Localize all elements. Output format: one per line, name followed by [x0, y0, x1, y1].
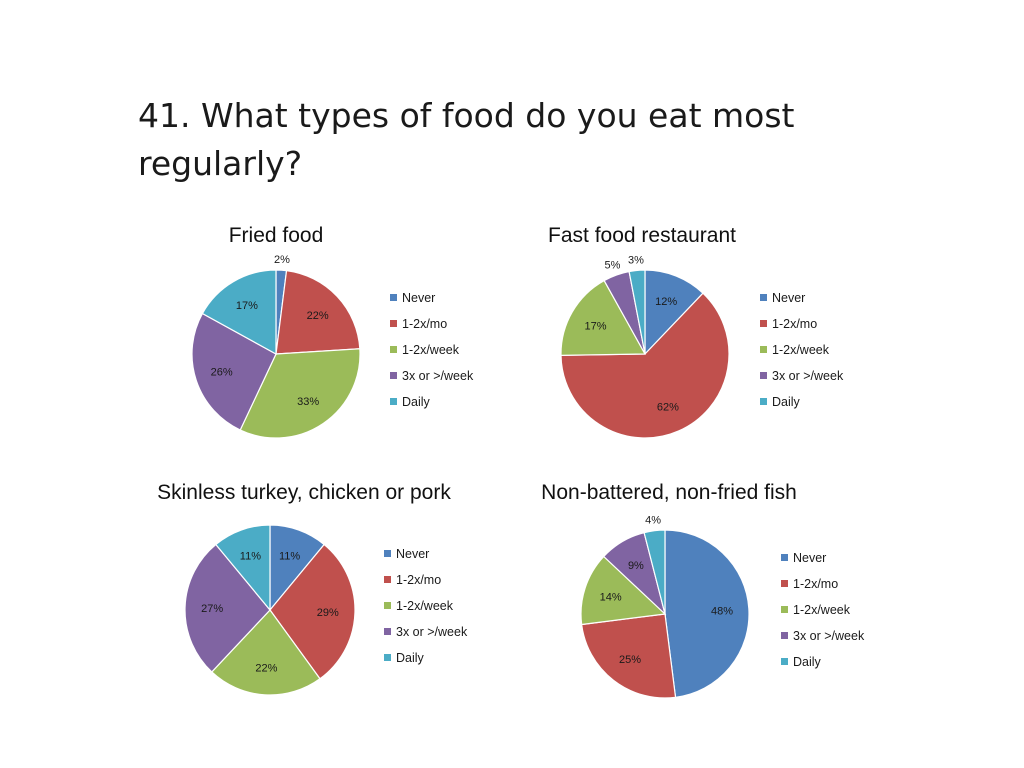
legend-swatch: [760, 320, 767, 327]
legend-swatch: [781, 658, 788, 665]
chart-title: Fried food: [229, 224, 324, 247]
data-label: 33%: [297, 396, 319, 408]
pie-slice-1-2x-mo: [269, 543, 356, 680]
legend-swatch: [384, 550, 391, 557]
legend-label: 1-2x/week: [402, 343, 460, 357]
legend-swatch: [781, 632, 788, 639]
data-label: 5%: [605, 260, 621, 272]
data-label: 9%: [628, 560, 644, 572]
data-label: 11%: [240, 551, 261, 563]
chart-skinless-meat: Skinless turkey, chicken or pork 11% 29% 22…: [130, 477, 630, 727]
data-label: 29%: [317, 607, 339, 619]
legend-label: 1-2x/mo: [402, 317, 447, 331]
pie-slice-1-2x-week: [580, 555, 667, 626]
data-label: 12%: [655, 296, 677, 308]
pie-slice-1-2x-week: [239, 348, 361, 439]
legend-swatch: [390, 372, 397, 379]
legend-swatch: [760, 372, 767, 379]
legend-label: 1-2x/mo: [793, 577, 838, 591]
pie-chart-svg: Fried food 2% 22% 33% 26% 17% Never 1-2x/mo 1-2x…: [191, 224, 474, 439]
pie-slice-1-2x-week: [210, 609, 321, 696]
data-label: 2%: [274, 254, 290, 266]
data-label: 22%: [255, 663, 277, 675]
legend-label: 3x or >/week: [793, 629, 865, 643]
legend-label: 1-2x/mo: [772, 317, 817, 331]
legend-label: 1-2x/week: [396, 599, 454, 613]
pie-slice-1-2x-mo: [560, 292, 730, 439]
data-label: 14%: [600, 591, 622, 603]
pie-chart-svg: Non-battered, non-fried fish 48% 25% 14% 9% 4…: [541, 481, 865, 699]
legend-swatch: [390, 398, 397, 405]
legend-label: 3x or >/week: [772, 369, 844, 383]
legend-label: Never: [402, 291, 435, 305]
data-label: 62%: [657, 401, 679, 413]
legend-swatch: [760, 294, 767, 301]
data-label: 27%: [201, 603, 223, 615]
slide-title: 41. What types of food do you eat most r…: [138, 96, 795, 183]
chart-title: Non-battered, non-fried fish: [541, 481, 797, 504]
legend-swatch: [390, 294, 397, 301]
legend-label: 1-2x/week: [793, 603, 851, 617]
data-label: 25%: [619, 654, 641, 666]
legend-swatch: [781, 554, 788, 561]
data-label: 11%: [279, 551, 300, 563]
legend-swatch: [384, 602, 391, 609]
pie-slice-never: [644, 269, 704, 356]
legend-swatch: [390, 346, 397, 353]
legend-swatch: [384, 628, 391, 635]
legend-label: Daily: [793, 655, 822, 669]
pie-slice-daily: [201, 269, 277, 356]
pie-slice-3x-or-week: [184, 543, 271, 673]
legend-swatch: [781, 606, 788, 613]
legend-label: Never: [396, 547, 429, 561]
legend-label: 3x or >/week: [402, 369, 474, 383]
pie-slice-daily: [628, 269, 646, 355]
legend-label: Never: [793, 551, 826, 565]
pie-slice-1-2x-mo: [580, 613, 677, 699]
pie-slice-1-2x-mo: [275, 269, 361, 355]
pie-chart-svg: Fast food restaurant 12% 62% 17% 5% 3% Never 1-…: [548, 224, 844, 439]
data-label: 4%: [645, 515, 661, 527]
data-label: 3%: [628, 254, 644, 266]
pie-chart-svg: Skinless turkey, chicken or pork 11% 29% 22…: [157, 481, 468, 696]
chart-non-fried-fish: Non-battered, non-fried fish 48% 25% 14% 9% 4…: [505, 477, 1005, 727]
legend-label: 1-2x/week: [772, 343, 830, 357]
legend-label: Daily: [396, 651, 425, 665]
legend-label: Daily: [402, 395, 431, 409]
legend-label: 1-2x/mo: [396, 573, 441, 587]
legend-swatch: [781, 580, 788, 587]
data-label: 26%: [211, 367, 233, 379]
chart-title: Skinless turkey, chicken or pork: [157, 481, 451, 504]
legend-label: 3x or >/week: [396, 625, 468, 639]
legend-label: Never: [772, 291, 805, 305]
chart-fast-food-restaurant: Fast food restaurant 12% 62% 17% 5% 3% Never 1-…: [510, 220, 1010, 470]
legend-swatch: [390, 320, 397, 327]
legend-label: Daily: [772, 395, 801, 409]
data-label: 17%: [236, 300, 258, 312]
chart-title: Fast food restaurant: [548, 224, 736, 247]
pie-slice-daily: [214, 524, 271, 612]
chart-fried-food: Fried food 2% 22% 33% 26% 17% Never 1-2x/mo 1-2x…: [140, 220, 640, 470]
data-label: 22%: [307, 310, 329, 322]
legend-swatch: [384, 576, 391, 583]
data-label: 17%: [584, 320, 606, 332]
legend-swatch: [760, 346, 767, 353]
legend-swatch: [384, 654, 391, 661]
pie-slice-1-2x-week: [560, 279, 647, 356]
data-label: 48%: [711, 605, 733, 617]
pie-slice-never: [664, 529, 750, 699]
legend-swatch: [760, 398, 767, 405]
pie-slice-daily: [643, 529, 666, 615]
